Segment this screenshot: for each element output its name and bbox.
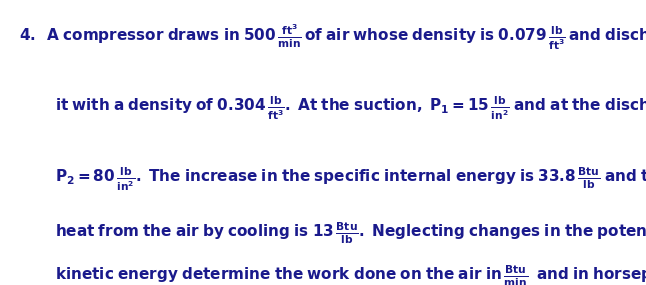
- Text: $\mathbf{heat\;from\;the\;air\;by\;cooling\;is\;13\,\frac{Btu}{lb}.\;Neglecting\: $\mathbf{heat\;from\;the\;air\;by\;cooli…: [55, 221, 646, 247]
- Text: $\mathbf{4.}\;\;\mathbf{A\;compressor\;draws\;in\;500}\,\mathbf{\frac{ft^3}{min}: $\mathbf{4.}\;\;\mathbf{A\;compressor\;d…: [19, 23, 646, 52]
- Text: $\mathbf{P_2=80\,\frac{lb}{in^2}.\;The\;increase\;in\;the\;specific\;internal\;e: $\mathbf{P_2=80\,\frac{lb}{in^2}.\;The\;…: [55, 166, 646, 193]
- Text: $\mathbf{it\;with\;a\;density\;of\;0.304\,\frac{lb}{ft^3}.\;At\;the\;suction,\;P: $\mathbf{it\;with\;a\;density\;of\;0.304…: [55, 95, 646, 122]
- Text: $\mathbf{kinetic\;energy\;determine\;the\;work\;done\;on\;the\;air\;in\,\frac{Bt: $\mathbf{kinetic\;energy\;determine\;the…: [55, 264, 646, 285]
